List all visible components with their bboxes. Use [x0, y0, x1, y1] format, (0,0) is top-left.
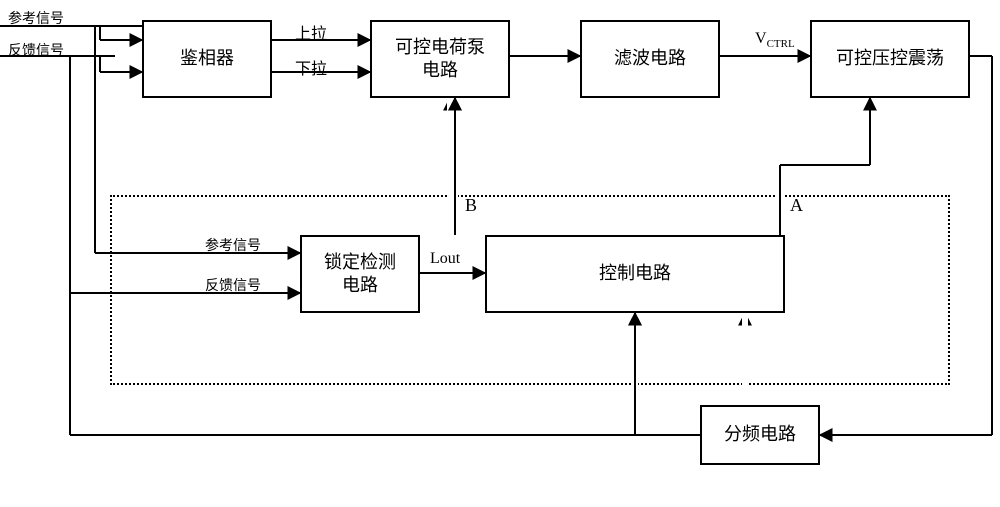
lout-label: Lout	[430, 250, 460, 268]
lock-detect-block: 锁定检测 电路	[300, 235, 420, 313]
control-block: 控制电路	[485, 235, 785, 313]
ref-signal-inner-label: 参考信号	[205, 235, 261, 255]
filter-block: 滤波电路	[580, 20, 720, 98]
filter-label: 滤波电路	[614, 47, 686, 70]
charge-pump-label: 可控电荷泵 电路	[395, 36, 485, 83]
phase-detector-label: 鉴相器	[180, 47, 234, 70]
divider-block: 分频电路	[700, 405, 820, 465]
b-label: B	[465, 195, 477, 216]
a-label: A	[790, 195, 803, 216]
lock-detect-label: 锁定检测 电路	[324, 251, 396, 298]
divider-label: 分频电路	[724, 423, 796, 446]
charge-pump-block: 可控电荷泵 电路	[370, 20, 510, 98]
phase-detector-block: 鉴相器	[142, 20, 272, 98]
ref-signal-label: 参考信号	[8, 8, 64, 28]
vctrl-label: VCTRL	[755, 30, 795, 50]
vco-label: 可控压控震荡	[836, 47, 944, 70]
control-label: 控制电路	[599, 262, 671, 285]
fb-signal-label: 反馈信号	[8, 40, 64, 60]
fb-signal-inner-label: 反馈信号	[205, 275, 261, 295]
up-label: 上拉	[295, 20, 327, 44]
vco-block: 可控压控震荡	[810, 20, 970, 98]
down-label: 下拉	[295, 55, 327, 79]
